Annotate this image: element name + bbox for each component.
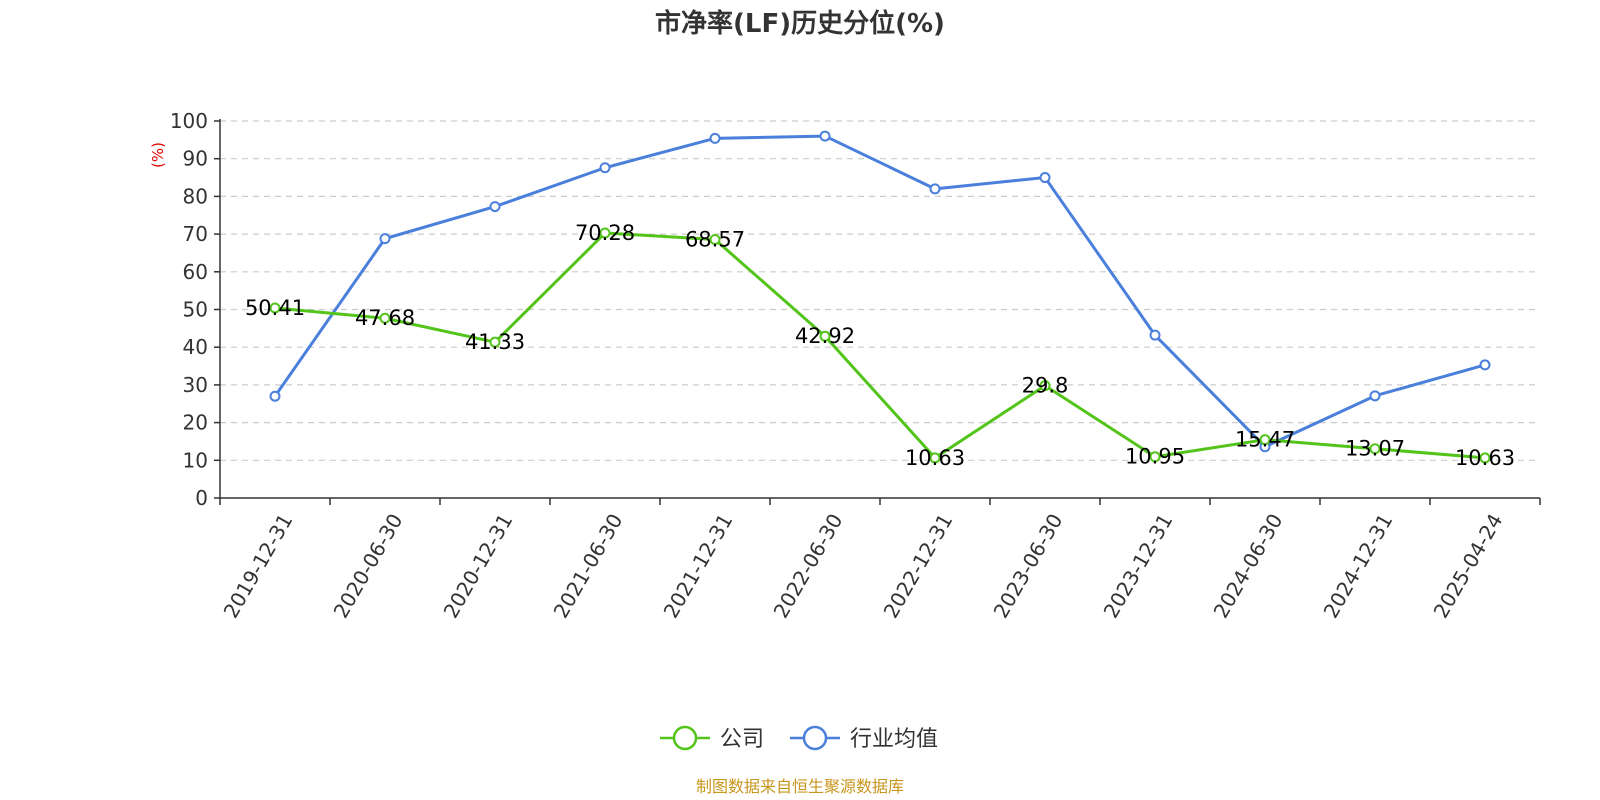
x-tick-label: 2024-12-31 [1319,510,1398,623]
legend-circle-icon [802,725,828,751]
data-labels: 50.41 47.68 41.33 70.28 68.57 42.92 10.63 29.8 1… [245,221,1515,470]
y-tick-label: 80 [183,184,208,208]
data-point [379,233,391,245]
legend-item-company[interactable]: 公司 [660,725,764,752]
data-label: 41.33 [465,330,525,354]
x-tick-label: 2022-12-31 [879,510,958,623]
x-tick-label: 2020-06-30 [329,510,408,623]
series-group: 50.41 47.68 41.33 70.28 68.57 42.92 10.63 29.8 1… [245,130,1515,470]
legend[interactable]: 公司 行业均值 [660,725,938,752]
data-point [819,130,831,142]
data-point [599,227,611,239]
data-label: 13.07 [1345,437,1405,461]
data-point [929,452,941,464]
data-point [599,162,611,174]
data-label: 10.95 [1125,445,1185,469]
data-point [1259,434,1271,446]
data-label: 10.63 [1455,446,1515,470]
x-tick-label: 2023-06-30 [989,510,1068,623]
data-point [1479,452,1491,464]
data-label: 47.68 [355,306,415,330]
x-tick-label: 2020-12-31 [439,510,518,623]
y-tick-label: 10 [183,448,208,472]
axes: 0 10 20 30 40 50 60 70 80 90 100 2019-12-31 2020-06-… [170,109,1541,623]
data-point [1149,451,1161,463]
data-label: 68.57 [685,227,745,251]
data-point [1039,380,1051,392]
data-label: 15.47 [1235,428,1295,452]
data-point [1039,172,1051,184]
y-tick-label: 40 [183,335,208,359]
data-point [709,132,721,144]
y-tick-label: 30 [183,373,208,397]
data-point [269,302,281,314]
x-tick-label: 2024-06-30 [1209,510,1288,623]
x-tick-label: 2022-06-30 [769,510,848,623]
legend-item-industry-average[interactable]: 行业均值 [790,725,938,752]
data-point [379,312,391,324]
y-tick-label: 100 [170,109,208,133]
data-point [489,201,501,213]
chart-title: 市净率(LF)历史分位(%) [655,8,945,39]
series-line [274,231,1486,460]
legend-circle-icon [672,725,698,751]
y-tick-label: 70 [183,222,208,246]
data-label: 70.28 [575,221,635,245]
x-tick-label: 2021-12-31 [659,510,738,623]
data-label: 42.92 [795,324,855,348]
data-point [1479,359,1491,371]
series-company [269,227,1491,464]
data-label: 50.41 [245,296,305,320]
series-industry-average [269,130,1491,453]
y-tick-label: 60 [183,260,208,284]
data-point [489,336,501,348]
data-point [269,390,281,402]
y-axis-label: (%) [149,142,167,168]
data-point [1369,443,1381,455]
data-label: 29.8 [1022,374,1069,398]
legend-label: 公司 [720,727,764,752]
x-tick-label: 2023-12-31 [1099,510,1178,623]
data-point [929,183,941,195]
series-line [273,134,1486,449]
data-point [709,233,721,245]
x-tick-label: 2025-04-24 [1429,510,1508,623]
data-point [1149,329,1161,341]
data-label: 10.63 [905,446,965,470]
y-tick-label: 90 [183,147,208,171]
source-footer: 制图数据来自恒生聚源数据库 [696,777,904,796]
legend-label: 行业均值 [850,727,938,752]
grid-lines [220,120,1540,461]
x-tick-label: 2021-06-30 [549,510,628,623]
data-point [819,330,831,342]
y-tick-label: 50 [183,298,208,322]
y-tick-label: 20 [183,411,208,435]
y-tick-label: 0 [195,486,208,510]
x-tick-label: 2019-12-31 [219,510,298,623]
data-point [1369,390,1381,402]
